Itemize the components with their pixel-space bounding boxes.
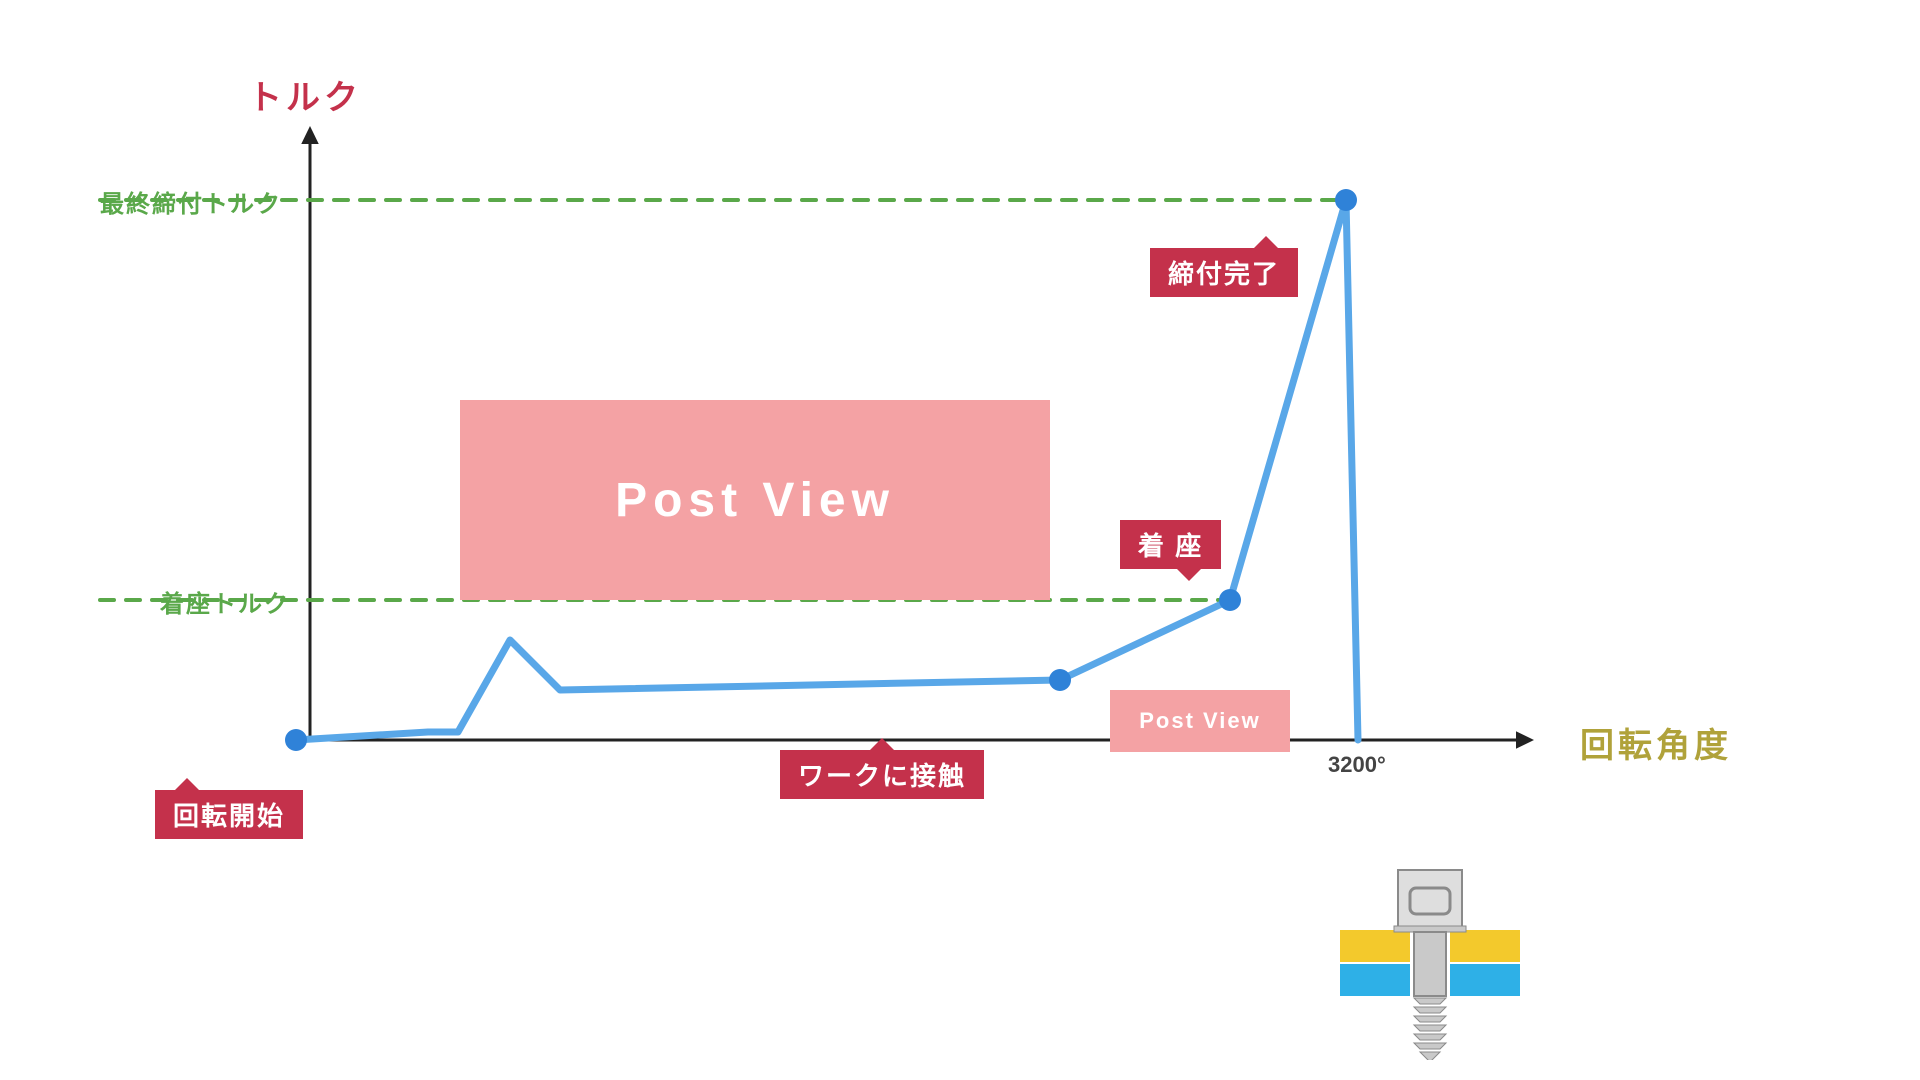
callout-seating-text: 着 座 [1138, 531, 1203, 561]
callout-work-contact: ワークに接触 [780, 750, 984, 799]
overlay-postview-small-text: Post View [1139, 708, 1261, 734]
x-axis-title: 回転角度 [1580, 718, 1732, 767]
ref-label-seating-torque: 着座トルク [160, 584, 290, 619]
x-tick-label: 3200° [1328, 752, 1386, 778]
bolt-diagram [1310, 860, 1550, 1060]
overlay-postview-small: Post View [1110, 690, 1290, 752]
overlay-postview-large-text: Post View [615, 473, 895, 528]
callout-rotation-start: 回転開始 [155, 790, 303, 839]
y-axis-title: トルク [248, 70, 362, 119]
callout-rotation-start-text: 回転開始 [173, 801, 285, 831]
callout-work-contact-text: ワークに接触 [798, 761, 966, 791]
callout-seating: 着 座 [1120, 520, 1221, 569]
ref-label-final-torque: 最終締付トルク [100, 184, 282, 219]
callout-complete: 締付完了 [1150, 248, 1298, 297]
callout-complete-text: 締付完了 [1168, 259, 1280, 289]
overlay-postview-large: Post View [460, 400, 1050, 600]
